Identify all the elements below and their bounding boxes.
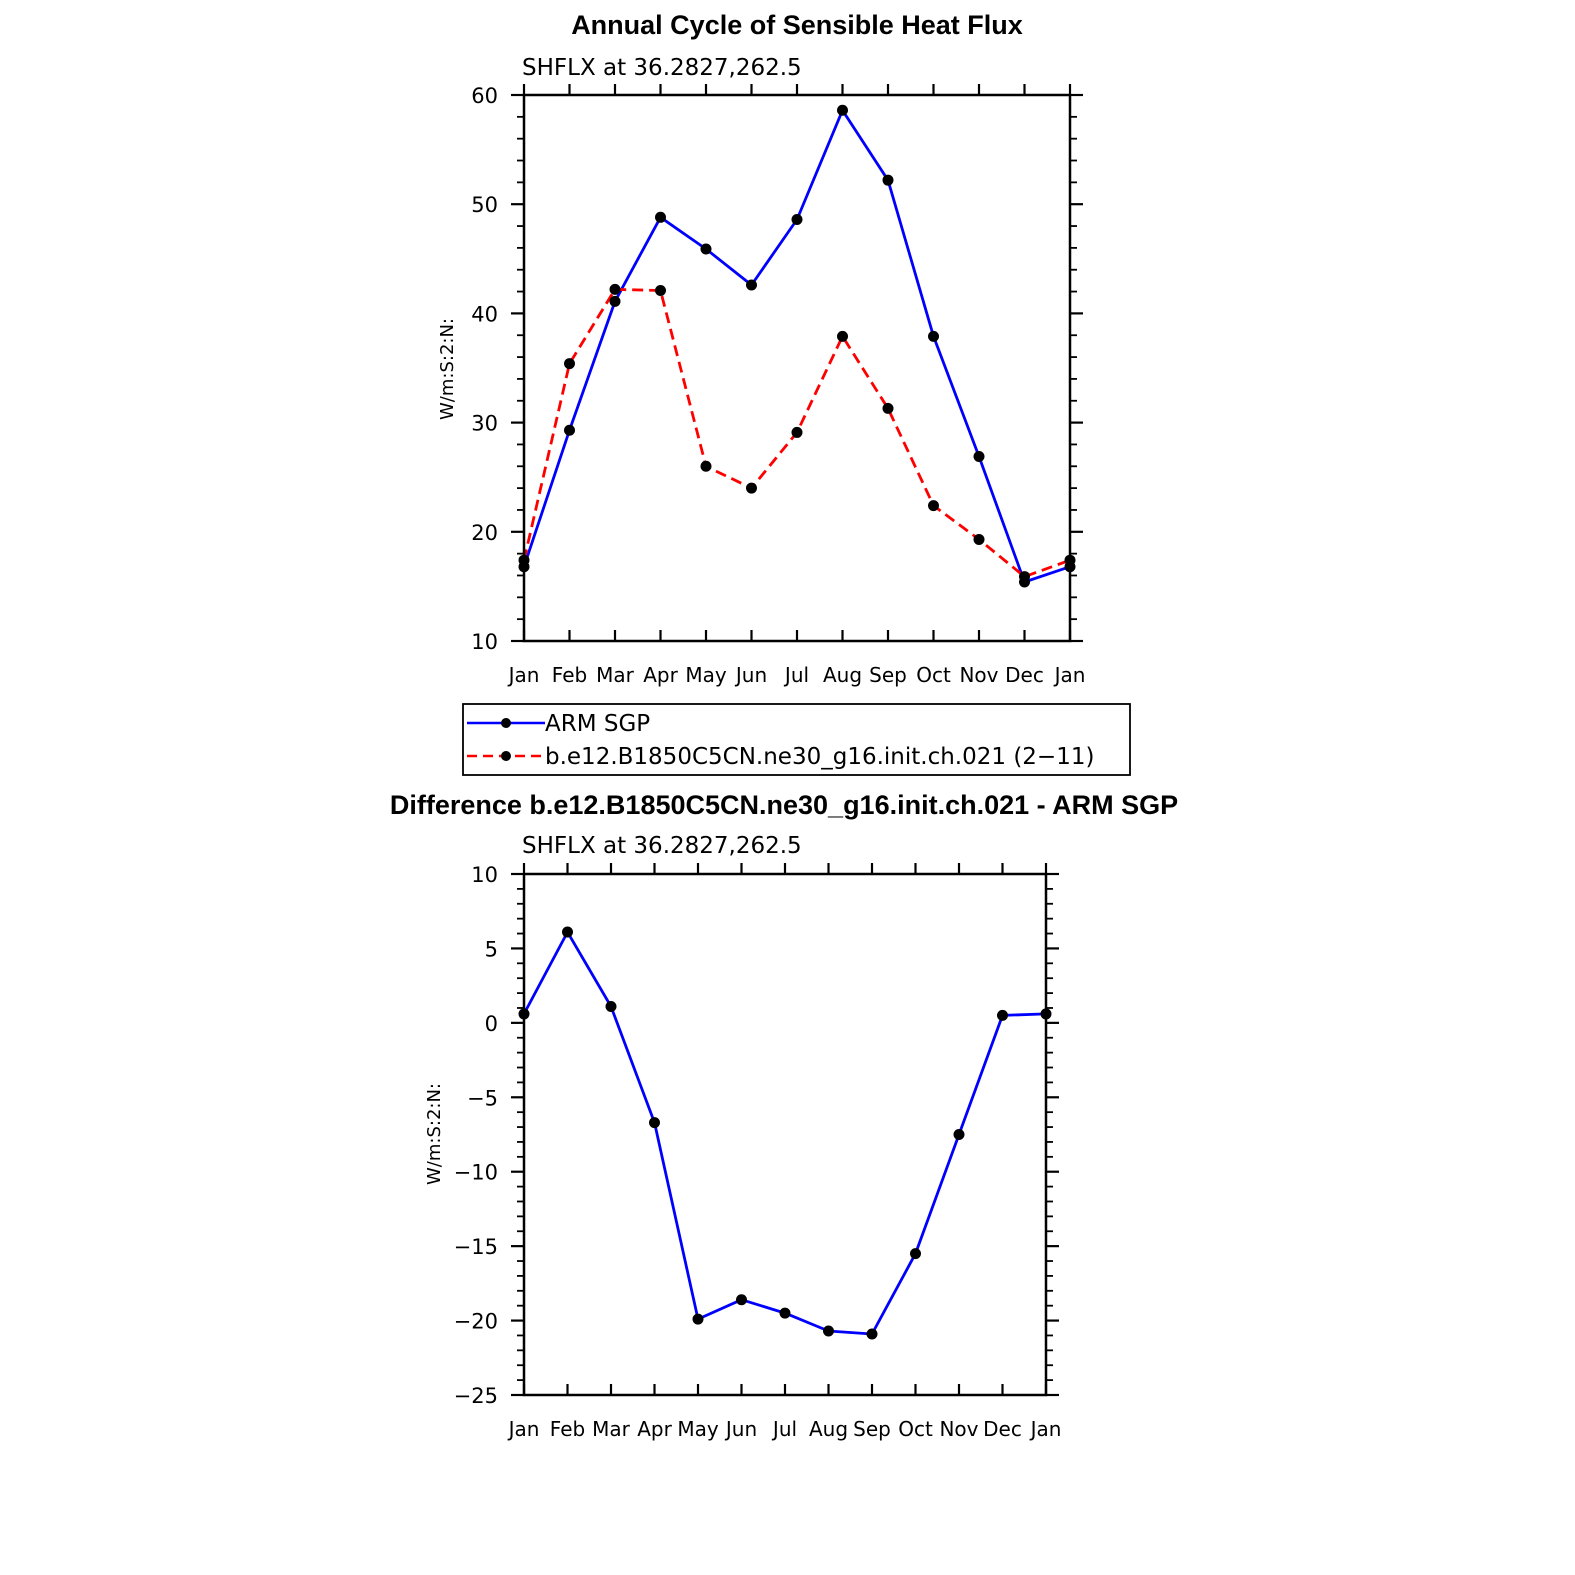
data-point-series0	[746, 279, 757, 291]
x-tick-label: Dec	[983, 1417, 1022, 1441]
data-point-series0	[866, 1328, 878, 1340]
x-tick-label: Jan	[507, 1417, 540, 1441]
chart2-frame	[522, 872, 1048, 1397]
data-point-series0	[655, 211, 666, 223]
data-point-series0	[823, 1325, 834, 1337]
data-point-series1	[928, 500, 939, 512]
data-point-series0	[605, 1000, 617, 1012]
x-tick-label: Jul	[783, 663, 809, 687]
data-point-series0	[953, 1129, 965, 1140]
data-point-series1	[837, 330, 848, 342]
x-tick-label: Jan	[507, 663, 540, 687]
data-point-series0	[609, 295, 621, 307]
x-tick-label: Apr	[637, 1417, 672, 1441]
y-tick-label: 50	[471, 193, 498, 217]
y-tick-label: −25	[454, 1384, 498, 1408]
x-tick-label: Jun	[734, 663, 767, 687]
chart1-y-axis-label: W/m:S:2:N:	[437, 318, 458, 420]
data-point-series0	[928, 330, 939, 342]
series-line-0	[522, 108, 1071, 584]
chart2-subtitle: SHFLX at 36.2827,262.5	[522, 833, 802, 859]
chart2-ticks: Jan Feb Mar Apr May Jun Jul Aug Sep Oct Nov Dec Jan−…	[454, 863, 1062, 1441]
x-tick-label: Nov	[939, 1417, 978, 1441]
y-tick-label: 5	[485, 937, 498, 961]
data-point-series0	[736, 1294, 747, 1306]
x-tick-label: Jul	[771, 1417, 797, 1441]
chart2-title: Difference b.e12.B1850C5CN.ne30_g16.init…	[390, 790, 1178, 820]
data-point-series0	[779, 1307, 791, 1319]
x-tick-label: Jun	[724, 1417, 757, 1441]
legend-box	[462, 703, 1131, 776]
chart-annual-cycle: Annual Cycle of Sensible Heat Flux SHFLX…	[437, 10, 1085, 687]
y-tick-label: −5	[467, 1086, 498, 1110]
x-tick-label: May	[677, 1417, 719, 1441]
data-point-series0	[564, 424, 575, 436]
x-tick-label: Feb	[550, 1417, 585, 1441]
data-point-series0	[973, 450, 985, 462]
y-tick-label: −10	[454, 1161, 498, 1185]
legend-marker-arm-sgp	[501, 718, 511, 728]
x-tick-label: Feb	[552, 663, 587, 687]
chart2-series	[518, 926, 1052, 1340]
chart1-subtitle: SHFLX at 36.2827,262.5	[522, 55, 802, 81]
data-point-series1	[746, 482, 757, 494]
chart1-frame	[522, 93, 1072, 643]
x-tick-label: Oct	[916, 663, 951, 687]
x-tick-label: Jan	[1053, 663, 1086, 687]
chart1-series	[518, 104, 1076, 588]
data-point-series0	[910, 1248, 921, 1260]
x-tick-label: Mar	[592, 1417, 631, 1441]
legend-marker-model	[501, 751, 511, 761]
chart1-title: Annual Cycle of Sensible Heat Flux	[571, 10, 1023, 40]
legend-item-model: b.e12.B1850C5CN.ne30_g16.init.ch.021 (2−…	[467, 744, 1094, 770]
x-tick-label: Oct	[898, 1417, 933, 1441]
x-tick-label: Sep	[853, 1417, 891, 1441]
chart2-y-axis-label: W/m:S:2:N:	[424, 1083, 445, 1185]
data-point-series1	[700, 460, 712, 472]
data-point-series0	[692, 1313, 704, 1325]
x-tick-label: Dec	[1005, 663, 1044, 687]
data-point-series1	[973, 533, 985, 545]
x-tick-label: Mar	[596, 663, 635, 687]
x-tick-label: Apr	[643, 663, 678, 687]
x-tick-label: Aug	[809, 1417, 848, 1441]
y-tick-label: 40	[471, 302, 498, 326]
legend-label-arm-sgp: ARM SGP	[545, 711, 650, 737]
y-tick-label: 30	[471, 412, 498, 436]
legend-item-arm-sgp: ARM SGP	[467, 711, 650, 737]
data-point-series1	[791, 426, 803, 438]
data-point-series0	[837, 104, 848, 116]
y-tick-label: 20	[471, 521, 498, 545]
data-point-series1	[1019, 571, 1030, 583]
data-point-series0	[791, 213, 803, 225]
y-tick-label: 10	[471, 863, 498, 887]
x-tick-label: Nov	[959, 663, 998, 687]
y-tick-label: 10	[471, 630, 498, 654]
y-tick-label: −20	[454, 1310, 498, 1334]
data-point-series1	[655, 284, 666, 296]
data-point-series1	[882, 402, 894, 414]
x-tick-label: Sep	[869, 663, 907, 687]
data-point-series1	[564, 358, 575, 370]
data-point-series0	[700, 243, 712, 255]
data-point-series0	[997, 1009, 1008, 1021]
x-tick-label: Aug	[823, 663, 862, 687]
data-point-series0	[649, 1117, 660, 1129]
data-point-series0	[562, 926, 573, 938]
y-tick-label: −15	[454, 1235, 498, 1259]
y-tick-label: 0	[485, 1012, 498, 1036]
legend-label-model: b.e12.B1850C5CN.ne30_g16.init.ch.021 (2−…	[545, 744, 1094, 770]
x-tick-label: Jan	[1029, 1417, 1062, 1441]
data-point-series0	[882, 174, 894, 186]
series-line-0	[522, 930, 1047, 1336]
chart-difference: Difference b.e12.B1850C5CN.ne30_g16.init…	[390, 790, 1178, 1441]
chart1-ticks: Jan Feb Mar Apr May Jun Jul Aug Sep Oct Nov Dec Jan 1…	[471, 84, 1085, 687]
y-tick-label: 60	[471, 84, 498, 108]
legend: ARM SGP b.e12.B1850C5CN.ne30_g16.init.ch…	[462, 703, 1131, 776]
x-tick-label: May	[685, 663, 727, 687]
data-point-series1	[609, 283, 621, 295]
